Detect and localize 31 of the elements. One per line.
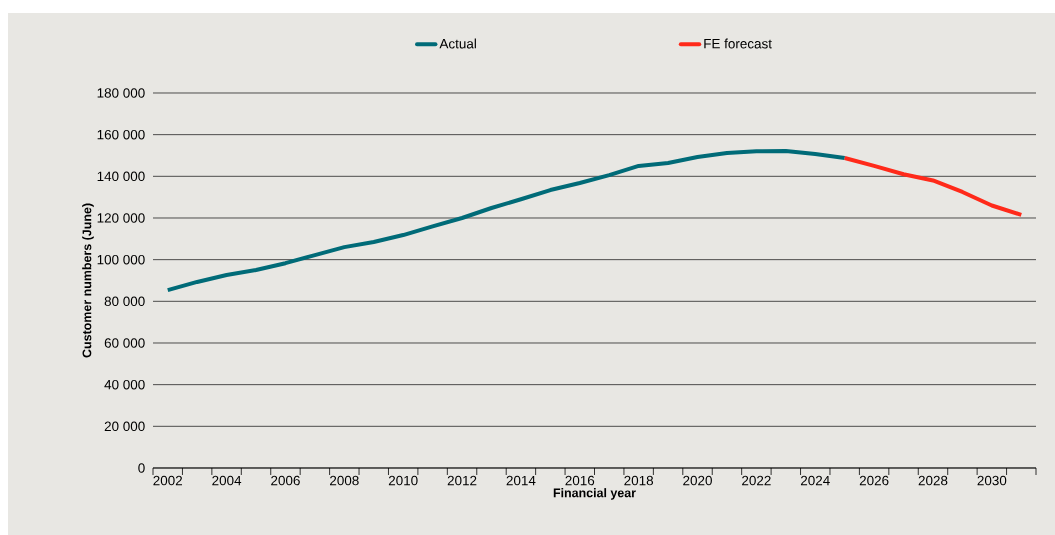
legend-label: Actual	[439, 38, 476, 49]
line-series	[165, 148, 847, 293]
x-tick-label: 2026	[859, 475, 889, 486]
x-tick-label: 2006	[271, 475, 300, 486]
x-tick-label: 2012	[447, 475, 477, 486]
x-tick-label: 2020	[683, 475, 712, 486]
y-tick-label: 100 000	[97, 254, 145, 265]
y-tick-label: 180 000	[97, 88, 145, 98]
x-tick-label: 2018	[624, 475, 654, 486]
x-tick-label: 2004	[212, 475, 242, 486]
y-tick-label: 60 000	[104, 338, 145, 348]
x-tick-label: 2014	[506, 475, 536, 486]
x-tick-label: 2010	[388, 475, 418, 486]
y-tick-label: 160 000	[97, 129, 145, 140]
y-tick-label: 20 000	[104, 421, 145, 432]
x-axis-title: Financial year	[553, 488, 636, 500]
y-tick-label: 40 000	[104, 379, 145, 390]
y-tick-label: 140 000	[97, 171, 145, 182]
legend-label: FE forecast	[704, 38, 772, 49]
y-tick-label: 0	[138, 463, 145, 473]
x-tick-label: 2016	[565, 475, 595, 486]
y-tick-label: 120 000	[97, 213, 145, 223]
line-series	[842, 155, 1024, 217]
x-tick-label: 2022	[742, 475, 771, 486]
x-tick-label: 2030	[977, 475, 1007, 486]
y-axis-title: Customer numbers (June)	[82, 203, 94, 358]
x-tick-label: 2024	[800, 475, 830, 486]
x-tick-label: 2008	[330, 475, 359, 486]
y-tick-label: 80 000	[104, 296, 145, 307]
x-tick-label: 2028	[918, 475, 948, 486]
x-tick-label: 2002	[153, 475, 183, 486]
